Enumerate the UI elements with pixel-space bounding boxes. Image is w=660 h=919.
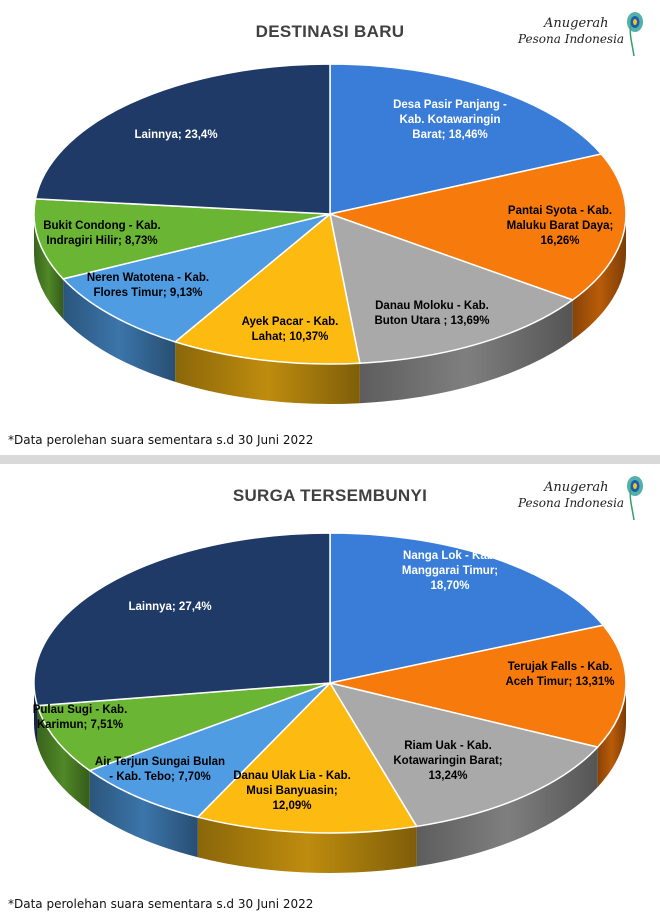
- pie-slice: [327, 153, 627, 301]
- pie-slice: [33, 198, 331, 280]
- pie-slice: [329, 624, 627, 748]
- chart-panel-destinasi-baru: DESTINASI BARU Anugerah Pesona Indonesia…: [0, 0, 660, 455]
- chart-panel-surga-tersembunyi: SURGA TERSEMBUNYI Anugerah Pesona Indone…: [0, 464, 660, 919]
- data-label: Lainnya; 23,4%: [134, 129, 217, 141]
- pie-slice-side: [597, 683, 626, 788]
- pie-slice: [329, 63, 603, 215]
- data-label: Lainnya; 27,4%: [128, 601, 211, 613]
- chart-title: DESTINASI BARU: [255, 22, 405, 41]
- data-label: Neren Watotena - Kab. Flores Timur; 9,13%: [87, 272, 209, 299]
- pie-slice: [61, 213, 331, 343]
- data-label: Danau Ulak Lia - Kab. Musi Banyuasin; 12,0…: [233, 770, 351, 812]
- pie-chart-destinasi-baru: Desa Pasir Panjang -Kab. Kotawaringin Bar…: [33, 63, 627, 404]
- logo-text-line2: Pesona Indonesia: [518, 496, 625, 510]
- pie-slice-side: [37, 705, 90, 811]
- data-label: Riam Uak - Kab. Kotawaringin Barat; 13,24%: [393, 740, 502, 782]
- logo-text-line1: Anugerah: [544, 480, 609, 495]
- pie-chart-surga-tersembunyi: Nanga Lok - Kab. Manggarai Timur; 18,70% Te…: [33, 532, 627, 873]
- chart-footnote: *Data perolehan suara sementara s.d 30 J…: [8, 433, 314, 447]
- pie-slice-side: [359, 299, 573, 404]
- anugerah-pesona-indonesia-logo: Anugerah Pesona Indonesia: [516, 474, 646, 524]
- pie-slice-side: [416, 747, 598, 867]
- chart-footnote: *Data perolehan suara sementara s.d 30 J…: [8, 897, 314, 911]
- data-label: Desa Pasir Panjang -Kab. Kotawaringin Bar…: [393, 99, 507, 141]
- pie-slice: [33, 532, 331, 707]
- pie-slice-side: [63, 278, 176, 382]
- data-label: Nanga Lok - Kab. Manggarai Timur; 18,70%: [402, 550, 498, 592]
- pie-slice: [34, 63, 331, 215]
- pie-slice-side: [34, 214, 64, 319]
- pie-slice: [329, 532, 605, 684]
- pie-slice: [329, 212, 575, 365]
- pie-slice-side: [197, 817, 417, 873]
- peacock-feather-icon: [627, 12, 643, 57]
- anugerah-pesona-indonesia-logo: Anugerah Pesona Indonesia: [516, 10, 646, 60]
- pie-slice: [196, 681, 418, 834]
- pie-slice: [328, 681, 600, 828]
- pie-slice: [173, 212, 361, 365]
- data-label: Terujak Falls - Kab. Aceh Timur; 13,31%: [505, 661, 614, 688]
- pie-slice: [36, 682, 331, 772]
- peacock-feather-icon: [627, 476, 643, 521]
- data-label: Air Terjun Sungai Bulan - Kab. Tebo; 7,70…: [95, 756, 225, 783]
- data-label: Bukit Condong - Kab. Indragiri Hilir; 8,7…: [43, 220, 161, 247]
- chart-title: SURGA TERSEMBUNYI: [232, 486, 428, 505]
- data-label: Pantai Syota - Kab. Maluku Barat Daya; 16,…: [507, 205, 614, 247]
- logo-text-line1: Anugerah: [544, 16, 609, 31]
- data-label: Ayek Pacar - Kab. Lahat; 10,37%: [242, 316, 339, 343]
- pie-slice: [88, 682, 331, 819]
- data-label: Pulau Sugi - Kab. Karimun; 7,51%: [33, 704, 128, 731]
- pie-slice-side: [175, 341, 360, 404]
- pie-slice-side: [89, 770, 198, 858]
- pie-side-walls: [34, 683, 626, 873]
- data-label: Danau Moloku - Kab. Buton Utara ; 13,69%: [374, 300, 489, 327]
- logo-text-line2: Pesona Indonesia: [518, 32, 625, 46]
